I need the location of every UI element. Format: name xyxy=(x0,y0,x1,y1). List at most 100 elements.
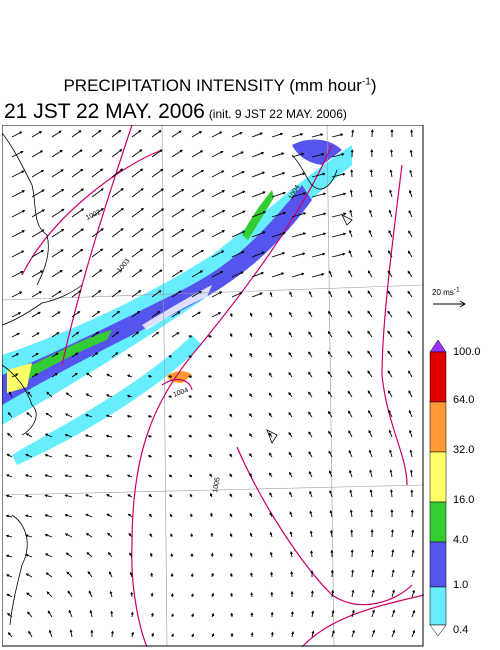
wind-arrow xyxy=(91,290,102,298)
wind-arrow xyxy=(271,152,285,158)
wind-arrow xyxy=(409,169,413,178)
wind-arrow xyxy=(150,552,153,558)
wind-arrow xyxy=(271,132,284,138)
wind-arrow xyxy=(111,630,114,638)
wind-arrow xyxy=(45,572,53,578)
wind-arrow xyxy=(251,292,263,298)
wind-arrow xyxy=(171,249,184,258)
wind-arrow xyxy=(371,609,375,618)
wind-arrow xyxy=(328,310,333,318)
wind-arrow xyxy=(211,632,215,638)
wind-arrow xyxy=(407,330,413,338)
wind-arrow xyxy=(151,248,164,258)
wind-arrow xyxy=(190,533,194,538)
wind-arrow xyxy=(351,129,355,138)
wind-arrow xyxy=(151,632,155,638)
wind-arrow xyxy=(44,474,53,478)
wind-arrow xyxy=(349,209,353,218)
wind-arrow xyxy=(311,212,327,218)
wind-arrow xyxy=(308,371,313,378)
colorbar-over-arrow xyxy=(429,339,447,353)
colorbar-segment xyxy=(429,501,447,543)
wind-arrow xyxy=(409,469,413,478)
wind-arrow xyxy=(25,474,33,478)
wind-arrow xyxy=(308,470,313,478)
wind-arrow xyxy=(311,630,315,638)
wind-arrow xyxy=(127,513,133,518)
wind-arrow xyxy=(328,270,333,278)
wind-arrow xyxy=(229,473,233,478)
wind-arrow xyxy=(127,354,133,358)
wind-arrow xyxy=(408,390,413,398)
wind-arrow xyxy=(71,311,81,318)
wind-arrow xyxy=(311,133,324,138)
wind-arrow xyxy=(126,394,133,398)
wind-arrow xyxy=(348,290,353,298)
wind-arrow xyxy=(47,610,53,618)
wind-arrow xyxy=(91,331,100,338)
wind-arrow xyxy=(389,469,393,478)
reference-vector: 20 ms-1 xyxy=(432,282,472,308)
wind-arrow xyxy=(91,228,104,238)
wind-arrow xyxy=(370,129,374,138)
wind-arrow xyxy=(310,590,314,598)
wind-arrow xyxy=(388,390,393,398)
wind-arrow xyxy=(64,513,73,518)
wind-arrow xyxy=(348,449,353,458)
wind-arrow xyxy=(106,373,113,378)
wind-arrow xyxy=(129,552,133,558)
wind-arrow xyxy=(370,509,374,518)
wind-arrow xyxy=(230,572,233,578)
wind-arrow xyxy=(169,494,173,498)
wind-arrow xyxy=(251,231,266,238)
wind-arrow xyxy=(189,493,193,498)
wind-arrow xyxy=(51,169,64,178)
wind-arrow xyxy=(11,250,25,258)
wind-arrow xyxy=(288,431,293,438)
wind-arrow xyxy=(308,351,313,358)
wind-arrow xyxy=(170,593,174,598)
wind-arrow xyxy=(31,209,45,218)
wind-arrow xyxy=(231,151,244,158)
wind-arrow xyxy=(11,230,26,238)
wind-arrow xyxy=(71,248,84,258)
wind-arrow xyxy=(71,208,85,218)
isobar-label: 1002 xyxy=(85,209,102,222)
wind-arrow xyxy=(291,252,306,258)
wind-arrow xyxy=(71,352,79,358)
wind-arrow xyxy=(328,450,333,458)
wind-arrow xyxy=(388,409,393,418)
wind-arrow xyxy=(151,311,161,318)
colorbar-label: 0.4 xyxy=(453,624,469,636)
wind-arrow xyxy=(388,229,393,238)
wind-arrow xyxy=(311,610,315,618)
wind-arrow xyxy=(368,249,373,258)
wind-arrow xyxy=(106,494,113,498)
wind-arrow xyxy=(11,131,23,138)
wind-arrow xyxy=(411,529,415,538)
wind-arrow xyxy=(289,491,293,498)
wind-arrow xyxy=(111,149,123,158)
wind-arrow xyxy=(31,291,42,298)
colorbar-segment xyxy=(429,351,447,403)
wind-arrow xyxy=(168,435,173,438)
wind-arrow xyxy=(44,553,53,558)
wind-arrow xyxy=(328,470,333,478)
wind-arrow xyxy=(249,332,253,338)
wind-arrow xyxy=(67,590,73,598)
wind-arrow xyxy=(148,513,153,518)
wind-arrow xyxy=(209,492,213,498)
wind-arrow xyxy=(289,291,293,298)
wind-arrow xyxy=(171,130,182,138)
wind-arrow xyxy=(85,393,93,398)
wind-arrow xyxy=(348,469,353,478)
wind-arrow xyxy=(111,269,123,278)
wind-arrow xyxy=(171,613,174,618)
wind-arrow xyxy=(408,189,413,198)
colorbar-segment xyxy=(429,451,447,503)
wind-arrow xyxy=(289,311,293,318)
wind-arrow xyxy=(105,414,113,418)
wind-arrow xyxy=(331,153,345,158)
wind-arrow xyxy=(211,612,215,618)
wind-arrow xyxy=(268,452,273,458)
